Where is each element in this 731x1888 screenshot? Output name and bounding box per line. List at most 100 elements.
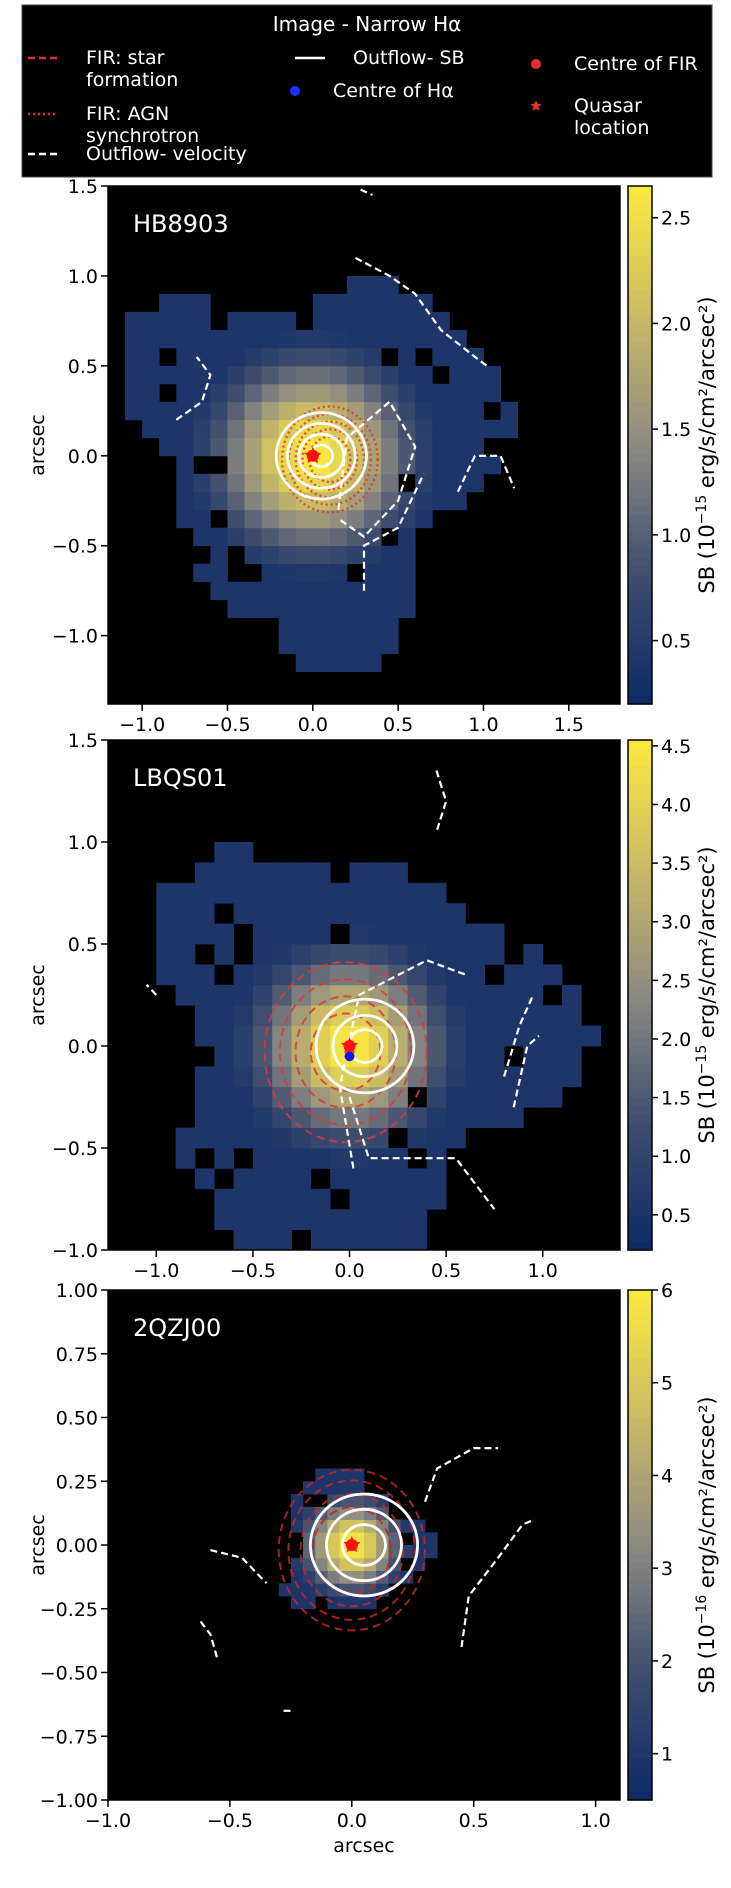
map-pixel [272, 1127, 292, 1149]
colorbar-tick-label: 3.5 [661, 853, 691, 875]
map-pixel [364, 401, 382, 421]
map-pixel [500, 419, 518, 439]
map-pixel [398, 455, 416, 475]
map-pixel [465, 1066, 486, 1088]
outflow-sb-contour [308, 1492, 419, 1598]
map-pixel [329, 347, 348, 367]
map-pixel [346, 635, 365, 655]
map-pixel [407, 1107, 428, 1128]
map-pixel [210, 545, 228, 565]
colorbar-segment [628, 986, 652, 996]
map-pixel [261, 365, 280, 385]
map-pixel [315, 1468, 328, 1482]
map-pixel [407, 1127, 428, 1149]
map-pixel [252, 1107, 273, 1128]
map-pixel [523, 1005, 544, 1026]
outflow-velocity-contour [456, 454, 516, 493]
map-pixel [175, 944, 196, 965]
colorbar-tick-label: 6 [661, 1280, 673, 1302]
colorbar-segment [628, 574, 652, 584]
colorbar-segment [628, 514, 652, 524]
map-pixel [227, 311, 245, 331]
map-pixel [193, 401, 211, 421]
colorbar-segment [628, 1664, 652, 1674]
map-pixel [244, 599, 262, 619]
colorbar-segment [628, 884, 652, 894]
legend-entry-label: Centre of FIR [574, 53, 698, 75]
map-pixel [175, 964, 196, 986]
colorbar-tick-label: 1.5 [661, 1088, 691, 1110]
map-pixel [233, 1127, 254, 1149]
map-pixel [227, 329, 245, 349]
map-pixel [194, 923, 215, 945]
surface-brightness-map [156, 842, 602, 1250]
colorbar-segment [628, 1613, 652, 1623]
quasar-marker [343, 1536, 361, 1553]
outflow-velocity-contour [199, 1620, 219, 1661]
legend-swatch [531, 59, 541, 69]
y-tick-label: 0.0 [68, 446, 98, 468]
map-pixel [388, 1168, 408, 1190]
map-pixel [330, 1066, 350, 1088]
colorbar-segment [628, 341, 652, 351]
map-pixel [329, 383, 348, 403]
map-pixel [194, 1168, 215, 1190]
map-pixel [261, 527, 280, 547]
y-tick-label: −0.75 [40, 1726, 98, 1748]
y-tick-label: −1.00 [40, 1790, 98, 1812]
colorbar-tick-label: 2 [661, 1651, 673, 1673]
outflow-sb-contour [286, 421, 357, 490]
map-pixel [295, 581, 314, 601]
map-pixel [244, 509, 262, 529]
colorbar-segment [628, 1080, 652, 1090]
map-pixel [278, 365, 297, 385]
colorbar-segment [628, 1097, 652, 1107]
map-pixel [210, 365, 228, 385]
map-pixel [142, 365, 160, 385]
map-pixel [290, 1570, 304, 1584]
colorbar-segment [628, 298, 652, 308]
colorbar-segment [628, 757, 652, 767]
map-pixel [504, 984, 524, 1006]
legend-title: Image - Narrow Hα [273, 12, 462, 36]
outflow-velocity-contours [145, 770, 540, 1210]
map-pixel [272, 923, 292, 945]
colorbar-segment [628, 393, 652, 403]
map-pixel [346, 653, 365, 672]
map-pixel [381, 455, 399, 475]
map-pixel [381, 617, 399, 637]
map-pixel [291, 1025, 312, 1047]
map-pixel [466, 365, 484, 385]
map-pixel [368, 944, 389, 965]
map-pixel [368, 862, 389, 884]
map-pixel [523, 984, 544, 1006]
outflow-velocity-contour [337, 400, 417, 539]
map-pixel [310, 1188, 331, 1210]
map-pixel [562, 1005, 582, 1026]
map-pixel [381, 365, 399, 385]
map-pixel [483, 455, 501, 475]
map-pixel [252, 882, 273, 904]
legend-box [21, 4, 713, 178]
map-pixel [210, 347, 228, 367]
map-pixel [303, 1506, 316, 1520]
map-pixel [329, 563, 348, 583]
map-pixel [327, 1481, 340, 1495]
map-pixel [327, 1532, 340, 1546]
map-pixel [310, 1086, 331, 1108]
map-pixel [432, 473, 450, 493]
map-pixel [329, 653, 348, 672]
y-tick-label: 0.5 [68, 356, 98, 378]
colorbar-segment [628, 893, 652, 903]
map-pixel [227, 527, 245, 547]
map-pixel [159, 437, 177, 457]
map-pixel [295, 653, 314, 672]
colorbar-segment [628, 808, 652, 818]
colorbar-segment [628, 1224, 652, 1234]
y-tick-label: 1.0 [68, 832, 98, 854]
map-pixel [194, 1025, 215, 1047]
map-pixel [407, 964, 428, 986]
ha-centre-marker [344, 1051, 355, 1062]
map-pixel [278, 491, 297, 511]
map-pixel [125, 383, 143, 403]
